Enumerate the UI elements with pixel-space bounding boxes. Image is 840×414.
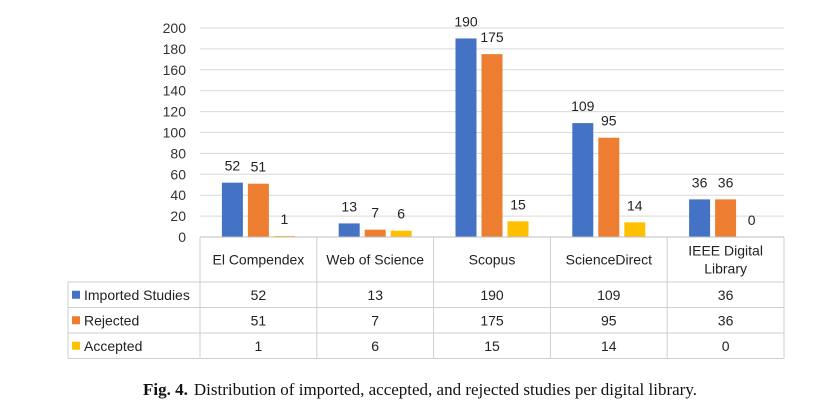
- y-tick-label: 160: [163, 62, 187, 78]
- table-cell: 15: [484, 338, 500, 354]
- table-cell: 190: [480, 287, 504, 303]
- bar: [715, 199, 737, 237]
- table-cell: 52: [251, 287, 267, 303]
- data-label: 36: [718, 174, 734, 190]
- y-tick-label: 20: [170, 208, 186, 224]
- category-label-line: Library: [704, 261, 747, 277]
- table-cell: 51: [251, 312, 267, 328]
- data-label: 14: [627, 197, 643, 213]
- data-label: 7: [371, 205, 379, 221]
- y-tick-label: 80: [170, 145, 186, 161]
- bar: [624, 222, 646, 237]
- table-cell: 175: [480, 312, 504, 328]
- category-label-line: El Compendex: [212, 252, 304, 268]
- legend-swatch: [72, 290, 80, 299]
- bar: [221, 182, 243, 237]
- data-label: 109: [571, 98, 595, 114]
- category-label-line: ScienceDirect: [566, 252, 652, 268]
- legend-entry: Imported Studies: [84, 287, 190, 303]
- table-cell: 6: [371, 338, 379, 354]
- y-tick-label: 60: [170, 166, 186, 182]
- data-label: 36: [692, 174, 708, 190]
- category-label: IEEE Digital Library: [688, 243, 763, 277]
- bar: [455, 38, 477, 238]
- y-tick-label: 40: [170, 187, 186, 203]
- category-label-line: Web of Science: [326, 252, 424, 268]
- category-label: ScienceDirect: [566, 252, 652, 268]
- bar: [247, 183, 269, 237]
- data-label: 6: [397, 206, 405, 222]
- chart: 0204060801001201401601802005213190109365…: [67, 13, 785, 359]
- y-tick-label: 0: [178, 229, 186, 245]
- bar: [572, 123, 594, 237]
- data-label: 13: [341, 198, 357, 214]
- bar: [689, 199, 711, 237]
- bar: [507, 221, 529, 237]
- data-label: 175: [480, 29, 504, 45]
- legend-entry: Rejected: [84, 312, 139, 328]
- bar: [481, 54, 503, 237]
- figure-caption: Fig. 4. Distribution of imported, accepte…: [0, 380, 840, 400]
- table-cell: 95: [601, 312, 617, 328]
- data-label: 190: [454, 13, 478, 29]
- caption-label: Fig. 4.: [143, 380, 188, 399]
- table-cell: 7: [371, 312, 379, 328]
- bar: [364, 229, 386, 237]
- y-tick-label: 140: [163, 83, 187, 99]
- data-label: 95: [601, 113, 617, 129]
- bar: [338, 223, 360, 237]
- bar: [598, 137, 620, 237]
- y-tick-label: 120: [163, 104, 187, 120]
- data-label: 15: [510, 196, 526, 212]
- data-label: 51: [251, 159, 267, 175]
- data-label: 1: [281, 211, 289, 227]
- y-tick-label: 200: [163, 20, 187, 36]
- category-label: El Compendex: [212, 252, 304, 268]
- legend-entry: Accepted: [84, 338, 142, 354]
- table-cell: 1: [255, 338, 263, 354]
- data-label: 52: [225, 158, 241, 174]
- bar: [390, 230, 412, 237]
- table-cell: 0: [722, 338, 730, 354]
- category-label-line: IEEE Digital: [688, 243, 763, 259]
- data-label: 0: [748, 212, 756, 228]
- category-label: Scopus: [469, 252, 516, 268]
- table-cell: 14: [601, 338, 617, 354]
- category-label-line: Scopus: [469, 252, 516, 268]
- table-cell: 109: [597, 287, 621, 303]
- bar: [273, 235, 295, 237]
- table-cell: 13: [367, 287, 383, 303]
- table-cell: 36: [718, 312, 734, 328]
- y-tick-label: 100: [163, 125, 187, 141]
- table-cell: 36: [718, 287, 734, 303]
- legend-swatch: [72, 341, 80, 350]
- legend-swatch: [72, 316, 80, 325]
- category-label: Web of Science: [326, 252, 424, 268]
- y-tick-label: 180: [163, 41, 187, 57]
- caption-text: Distribution of imported, accepted, and …: [193, 380, 697, 399]
